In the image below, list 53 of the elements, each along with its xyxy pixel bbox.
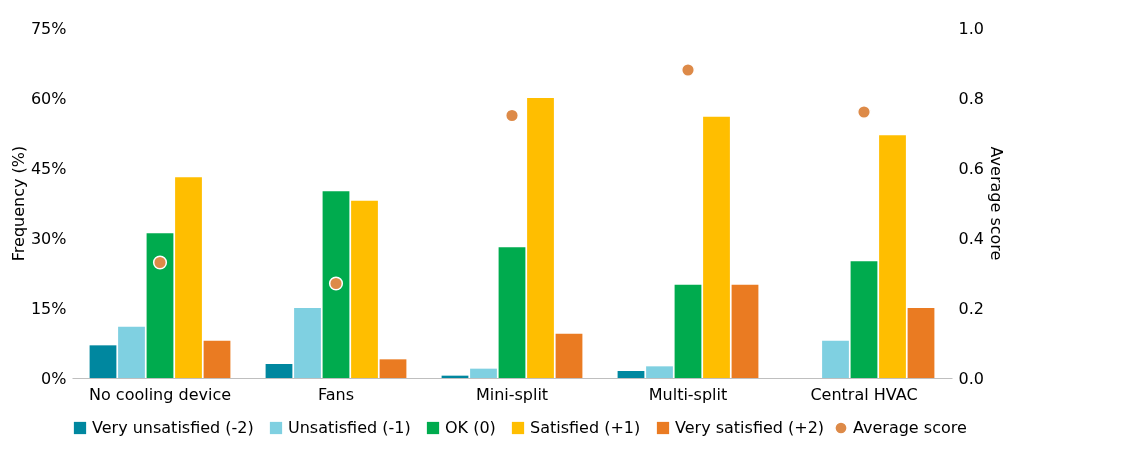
- y2-tick-label: 0.4: [958, 228, 984, 248]
- bar: [674, 284, 702, 378]
- y2-axis-title: Average score: [986, 146, 1006, 261]
- bar: [118, 326, 145, 378]
- bar: [646, 366, 673, 378]
- bar: [351, 200, 378, 378]
- legend-label: Very unsatisfied (-2): [92, 418, 254, 437]
- bar: [265, 364, 293, 378]
- y2-tick-label: 0.0: [958, 368, 984, 388]
- point: [856, 104, 872, 120]
- y2-tick-label: 1.0: [958, 18, 984, 38]
- y2-tick-label: 0.6: [958, 158, 984, 178]
- bar: [498, 247, 526, 378]
- y-tick-label: 75%: [30, 18, 67, 38]
- bar: [527, 98, 554, 378]
- y2-tick-label: 0.2: [958, 298, 984, 318]
- x-tick-label: Fans: [317, 384, 355, 404]
- bar: [879, 135, 906, 378]
- legend-label: Very satisfied (+2): [675, 418, 825, 437]
- bar: [175, 177, 202, 378]
- y2-tick-label: 0.8: [958, 88, 984, 108]
- point: [328, 276, 344, 291]
- y-axis-title: Frequency (%): [8, 145, 28, 262]
- legend-label: OK (0): [445, 418, 496, 437]
- bar: [703, 116, 730, 378]
- y-tick-label: 0%: [41, 368, 67, 388]
- bar: [822, 340, 849, 378]
- point: [680, 62, 696, 78]
- y-tick-label: 45%: [30, 158, 67, 178]
- x-tick-label: Mini-split: [475, 384, 549, 404]
- x-tick-label: Central HVAC: [810, 384, 918, 404]
- bar: [322, 191, 350, 378]
- bar: [617, 371, 645, 378]
- legend-label: Satisfied (+1): [530, 418, 641, 437]
- point: [504, 108, 520, 123]
- bar: [731, 284, 759, 378]
- bar: [146, 233, 174, 378]
- bar: [555, 333, 583, 378]
- y-tick-label: 60%: [30, 88, 67, 108]
- bar: [470, 368, 497, 378]
- legend-label: Average score: [853, 418, 967, 437]
- y-tick-label: 15%: [30, 298, 67, 318]
- bar: [850, 261, 878, 378]
- point: [152, 255, 168, 270]
- y-tick-label: 30%: [30, 228, 67, 248]
- bar: [89, 345, 117, 378]
- x-tick-label: Multi-split: [648, 384, 728, 404]
- bar: [203, 340, 231, 378]
- bar: [907, 308, 935, 378]
- bar: [379, 359, 407, 378]
- legend-label: Unsatisfied (-1): [288, 418, 411, 437]
- x-tick-label: No cooling device: [88, 384, 232, 404]
- bar: [294, 308, 321, 378]
